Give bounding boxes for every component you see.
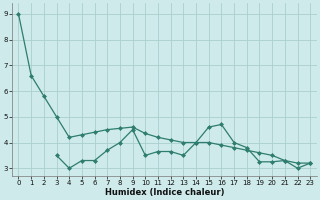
X-axis label: Humidex (Indice chaleur): Humidex (Indice chaleur) [105, 188, 224, 197]
